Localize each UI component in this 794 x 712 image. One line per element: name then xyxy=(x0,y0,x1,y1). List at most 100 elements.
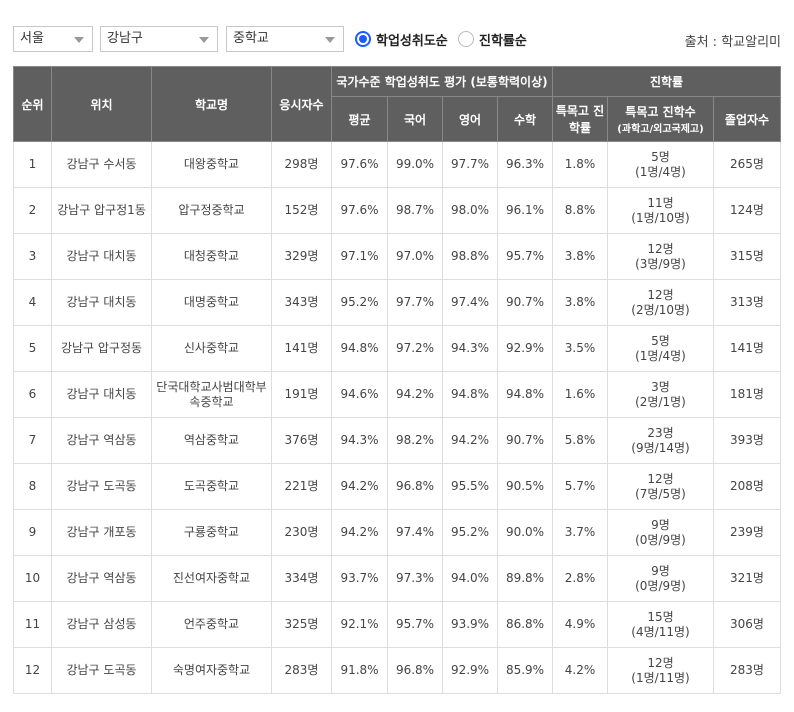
cell-special-rate: 1.6% xyxy=(552,371,608,418)
cell-examinees: 325명 xyxy=(271,601,332,648)
cell-english: 98.0% xyxy=(442,187,498,234)
cell-english: 94.2% xyxy=(442,417,498,464)
cell-average: 91.8% xyxy=(331,647,388,694)
cell-special-rate: 2.8% xyxy=(552,555,608,602)
cell-special-count-detail: (1명/11명) xyxy=(631,670,690,685)
cell-math: 90.0% xyxy=(497,509,553,556)
table-row: 8 강남구 도곡동 도곡중학교 221명 94.2% 96.8% 95.5% 90.5% 5.7… xyxy=(13,463,781,510)
sort-radio-progress[interactable]: 진학률순 xyxy=(458,29,527,49)
header-special-count: 특목고 진학수 (과학고/외고국제고) xyxy=(607,96,714,142)
cell-special-count: 15명 (4명/11명) xyxy=(607,601,714,648)
cell-examinees: 376명 xyxy=(271,417,332,464)
cell-korean: 98.2% xyxy=(387,417,443,464)
cell-math: 90.7% xyxy=(497,279,553,326)
chevron-down-icon xyxy=(199,37,209,43)
cell-special-rate: 8.8% xyxy=(552,187,608,234)
cell-graduates: 141명 xyxy=(713,325,781,372)
cell-math: 90.7% xyxy=(497,417,553,464)
cell-special-count-total: 23명 xyxy=(647,425,674,440)
header-school: 학교명 xyxy=(151,66,272,142)
cell-math: 92.9% xyxy=(497,325,553,372)
cell-school: 도곡중학교 xyxy=(151,463,272,510)
cell-school: 대왕중학교 xyxy=(151,141,272,188)
header-graduates: 졸업자수 xyxy=(713,96,781,142)
cell-math: 96.1% xyxy=(497,187,553,234)
sort-radio-achievement[interactable]: 학업성취도순 xyxy=(355,29,448,49)
cell-korean: 94.2% xyxy=(387,371,443,418)
district-select-value: 강남구 xyxy=(107,31,143,46)
cell-average: 97.6% xyxy=(331,187,388,234)
cell-special-count-detail: (0명/9명) xyxy=(635,578,686,593)
cell-examinees: 221명 xyxy=(271,463,332,510)
cell-korean: 97.4% xyxy=(387,509,443,556)
cell-special-count-detail: (7명/5명) xyxy=(635,486,686,501)
cell-rank: 9 xyxy=(13,509,52,556)
cell-english: 93.9% xyxy=(442,601,498,648)
header-progress-group: 진학률 xyxy=(552,66,781,97)
header-average: 평균 xyxy=(331,96,388,142)
cell-location: 강남구 역삼동 xyxy=(51,417,152,464)
header-national-group: 국가수준 학업성취도 평가 (보통학력이상) xyxy=(331,66,553,97)
cell-rank: 3 xyxy=(13,233,52,280)
cell-location: 강남구 도곡동 xyxy=(51,463,152,510)
header-special-count-label: 특목고 진학수 xyxy=(625,105,696,119)
cell-average: 94.6% xyxy=(331,371,388,418)
cell-rank: 7 xyxy=(13,417,52,464)
cell-examinees: 230명 xyxy=(271,509,332,556)
cell-special-rate: 4.2% xyxy=(552,647,608,694)
school-level-select[interactable]: 중학교 xyxy=(226,26,344,52)
cell-examinees: 191명 xyxy=(271,371,332,418)
header-examinees: 응시자수 xyxy=(271,66,332,142)
cell-school: 단국대학교사범대학부속중학교 xyxy=(151,371,272,418)
cell-school: 숙명여자중학교 xyxy=(151,647,272,694)
cell-special-count: 11명 (1명/10명) xyxy=(607,187,714,234)
cell-school: 대청중학교 xyxy=(151,233,272,280)
school-ranking-table: 순위 위치 학교명 응시자수 국가수준 학업성취도 평가 (보통학력이상) 진학… xyxy=(13,66,781,694)
cell-average: 93.7% xyxy=(331,555,388,602)
cell-english: 94.8% xyxy=(442,371,498,418)
cell-english: 95.5% xyxy=(442,463,498,510)
cell-special-count: 3명 (2명/1명) xyxy=(607,371,714,418)
header-korean: 국어 xyxy=(387,96,443,142)
cell-math: 94.8% xyxy=(497,371,553,418)
cell-special-count: 5명 (1명/4명) xyxy=(607,141,714,188)
cell-special-count-total: 5명 xyxy=(651,149,670,164)
cell-korean: 97.0% xyxy=(387,233,443,280)
cell-math: 89.8% xyxy=(497,555,553,602)
table-row: 1 강남구 수서동 대왕중학교 298명 97.6% 99.0% 97.7% 96.3% 1.8… xyxy=(13,141,781,188)
cell-english: 95.2% xyxy=(442,509,498,556)
header-special-count-sub: (과학고/외고국제고) xyxy=(617,124,704,135)
table-row: 9 강남구 개포동 구룡중학교 230명 94.2% 97.4% 95.2% 90.0% 3.7… xyxy=(13,509,781,556)
cell-location: 강남구 압구정동 xyxy=(51,325,152,372)
cell-special-rate: 5.7% xyxy=(552,463,608,510)
cell-math: 90.5% xyxy=(497,463,553,510)
cell-school: 역삼중학교 xyxy=(151,417,272,464)
header-math: 수학 xyxy=(497,96,553,142)
cell-school: 언주중학교 xyxy=(151,601,272,648)
cell-english: 94.3% xyxy=(442,325,498,372)
region-select[interactable]: 서울 xyxy=(13,26,93,52)
cell-average: 94.2% xyxy=(331,463,388,510)
cell-examinees: 152명 xyxy=(271,187,332,234)
table-row: 6 강남구 대치동 단국대학교사범대학부속중학교 191명 94.6% 94.2% 94.8… xyxy=(13,371,781,418)
cell-special-count-total: 12명 xyxy=(647,287,674,302)
cell-examinees: 343명 xyxy=(271,279,332,326)
cell-special-count: 12명 (2명/10명) xyxy=(607,279,714,326)
district-select[interactable]: 강남구 xyxy=(100,26,218,52)
cell-examinees: 334명 xyxy=(271,555,332,602)
filter-toolbar: 서울 강남구 중학교 학업성취도순 진학률순 출처 : 학교알리미 xyxy=(13,26,781,54)
cell-school: 대명중학교 xyxy=(151,279,272,326)
cell-school: 신사중학교 xyxy=(151,325,272,372)
cell-graduates: 239명 xyxy=(713,509,781,556)
cell-examinees: 141명 xyxy=(271,325,332,372)
sort-radio-label: 학업성취도순 xyxy=(376,33,448,49)
cell-korean: 97.2% xyxy=(387,325,443,372)
cell-korean: 97.3% xyxy=(387,555,443,602)
cell-special-count-detail: (3명/9명) xyxy=(635,256,686,271)
sort-radio-label: 진학률순 xyxy=(479,33,527,49)
cell-special-count-total: 11명 xyxy=(647,195,674,210)
cell-english: 94.0% xyxy=(442,555,498,602)
cell-graduates: 315명 xyxy=(713,233,781,280)
cell-rank: 5 xyxy=(13,325,52,372)
cell-korean: 97.7% xyxy=(387,279,443,326)
